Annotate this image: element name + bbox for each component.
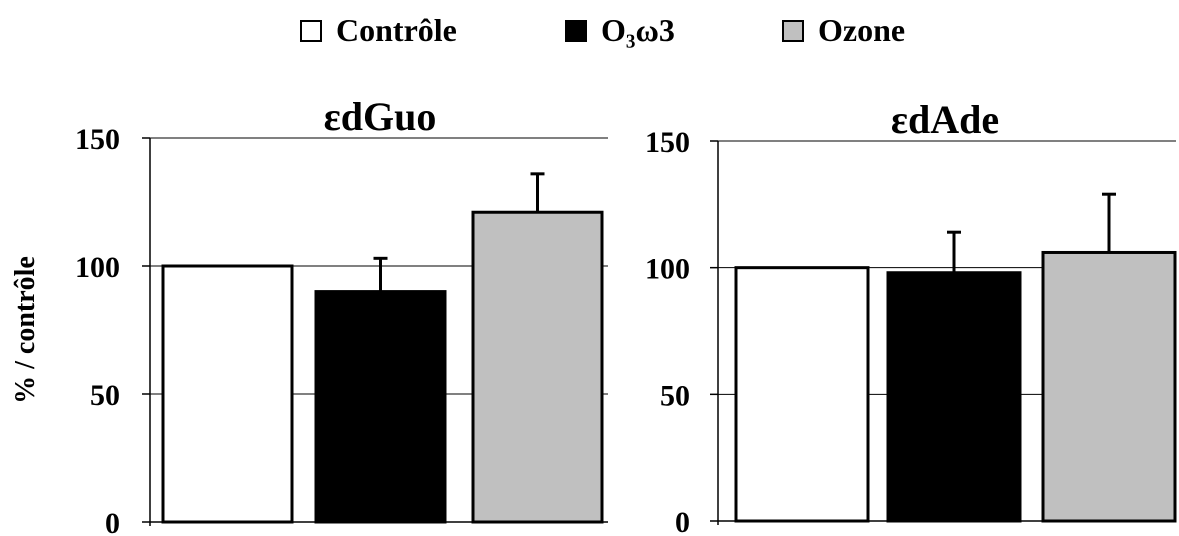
edguo-bar-2 (471, 210, 604, 524)
legend: Contrôle O₃ω3 Ozone (0, 0, 1179, 70)
edguo-title: εdGuo (324, 94, 437, 139)
legend-label-o3w3: O₃ω3 (601, 12, 675, 48)
legend-label-ozone: Ozone (818, 12, 906, 48)
edade-tick-label-100: 100 (645, 253, 690, 286)
edguo-bar-0 (161, 264, 294, 524)
legend-item-o3w3: O₃ω3 (565, 12, 675, 49)
edade-title: εdAde (891, 97, 999, 142)
legend-swatch-o3w3 (565, 19, 587, 42)
edguo-tick-label-100: 100 (75, 251, 120, 284)
edade-bar-0 (734, 266, 870, 523)
legend-label-controle: Contrôle (336, 12, 457, 48)
edguo-tick-label-50: 50 (90, 379, 120, 412)
edade-bar-1 (886, 271, 1022, 523)
edguo-tick-label-150: 150 (75, 123, 120, 156)
legend-swatch-ozone (782, 19, 804, 42)
y-axis-label: % / contrôle (10, 256, 41, 404)
edade-tick-label-0: 0 (675, 506, 690, 536)
edade-tick-label-50: 50 (660, 379, 690, 412)
edguo-bar-1 (314, 290, 447, 524)
edguo-tick-label-0: 0 (105, 507, 120, 536)
edade-bar-2 (1041, 250, 1177, 523)
legend-swatch-controle (300, 19, 322, 42)
legend-item-ozone: Ozone (782, 12, 905, 49)
edade-tick-label-150: 150 (645, 126, 690, 159)
legend-item-controle: Contrôle (300, 12, 457, 49)
